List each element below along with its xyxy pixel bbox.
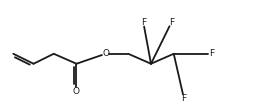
Text: F: F — [169, 18, 174, 27]
Text: O: O — [73, 87, 80, 96]
Text: F: F — [181, 94, 186, 102]
Text: F: F — [209, 49, 214, 58]
Text: F: F — [141, 18, 146, 27]
Text: O: O — [102, 49, 109, 58]
